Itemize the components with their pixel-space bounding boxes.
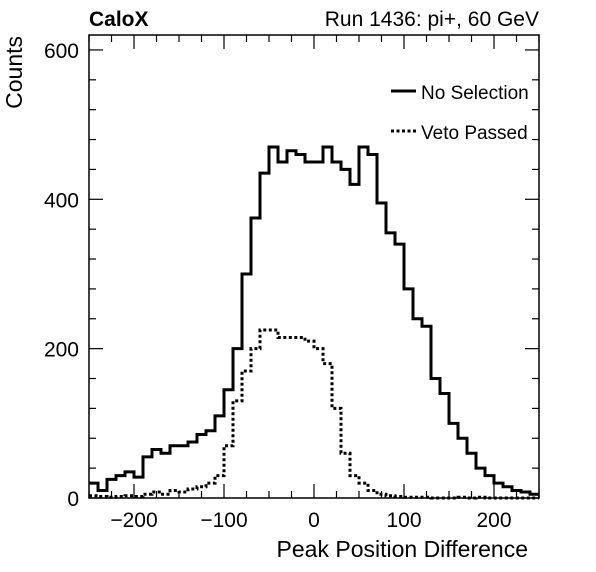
axis-ticks: [88, 35, 540, 499]
x-tick-label: −200: [110, 509, 157, 532]
histogram-series: [89, 145, 539, 500]
y-tick-label: 200: [44, 339, 79, 362]
legend-label-no-selection: No Selection: [421, 83, 529, 104]
x-tick-label: 200: [476, 509, 511, 532]
y-tick-label: 0: [67, 488, 79, 511]
y-tick-label: 600: [44, 40, 79, 63]
plot-frame: [88, 34, 540, 499]
x-tick-label: 100: [386, 509, 421, 532]
legend: No Selection Veto Passed: [391, 83, 529, 144]
axis-tick-labels: −200 −100 0 100 200 0 200 400 600: [44, 40, 512, 532]
x-tick-label: −100: [200, 509, 247, 532]
experiment-label: CaloX: [89, 8, 149, 31]
x-axis-label: Peak Position Difference: [277, 536, 528, 562]
x-tick-label: 0: [308, 509, 320, 532]
legend-label-veto-passed: Veto Passed: [421, 123, 528, 144]
chart-title: Run 1436: pi+, 60 GeV: [325, 8, 539, 31]
series-veto-passed: [89, 328, 539, 500]
series-no-selection: [89, 145, 539, 496]
y-axis-label: Counts: [1, 36, 27, 109]
y-tick-label: 400: [44, 189, 79, 212]
